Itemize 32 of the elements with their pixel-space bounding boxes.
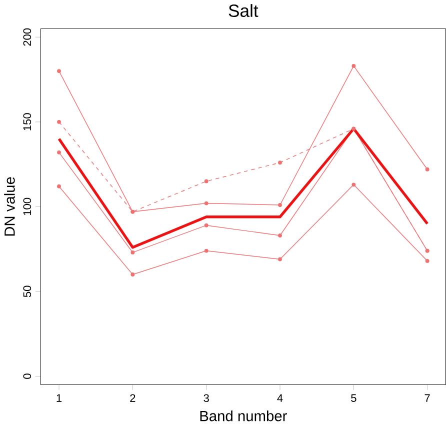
point (352, 182, 356, 186)
y-tick-label: 50 (23, 286, 32, 297)
x-axis-title: Band number (200, 410, 287, 422)
point (425, 258, 430, 263)
chart-title: Salt (228, 4, 258, 17)
x-tick-label: 7 (424, 394, 430, 402)
point (57, 150, 61, 154)
point (425, 167, 430, 172)
point (278, 160, 282, 164)
x-tick-label: 4 (277, 394, 283, 402)
point (57, 68, 61, 73)
point (204, 201, 208, 206)
y-tick-label: 0 (23, 373, 32, 379)
point (57, 120, 61, 124)
y-tick-label: 200 (23, 28, 32, 46)
point (130, 272, 135, 276)
y-axis-title: DN value (4, 177, 15, 236)
point (204, 248, 208, 253)
point (352, 64, 356, 68)
point (204, 223, 208, 228)
x-tick-label: 1 (56, 394, 62, 402)
y-tick-label: 150 (23, 113, 32, 130)
y-tick-label: 100 (23, 198, 32, 215)
point (278, 257, 282, 262)
x-tick-label: 5 (351, 394, 356, 402)
point (204, 179, 208, 184)
x-tick-label: 3 (204, 394, 209, 402)
point (278, 233, 282, 238)
point (130, 250, 135, 254)
point (57, 184, 61, 188)
point (278, 202, 282, 207)
x-tick-label: 2 (130, 394, 136, 402)
